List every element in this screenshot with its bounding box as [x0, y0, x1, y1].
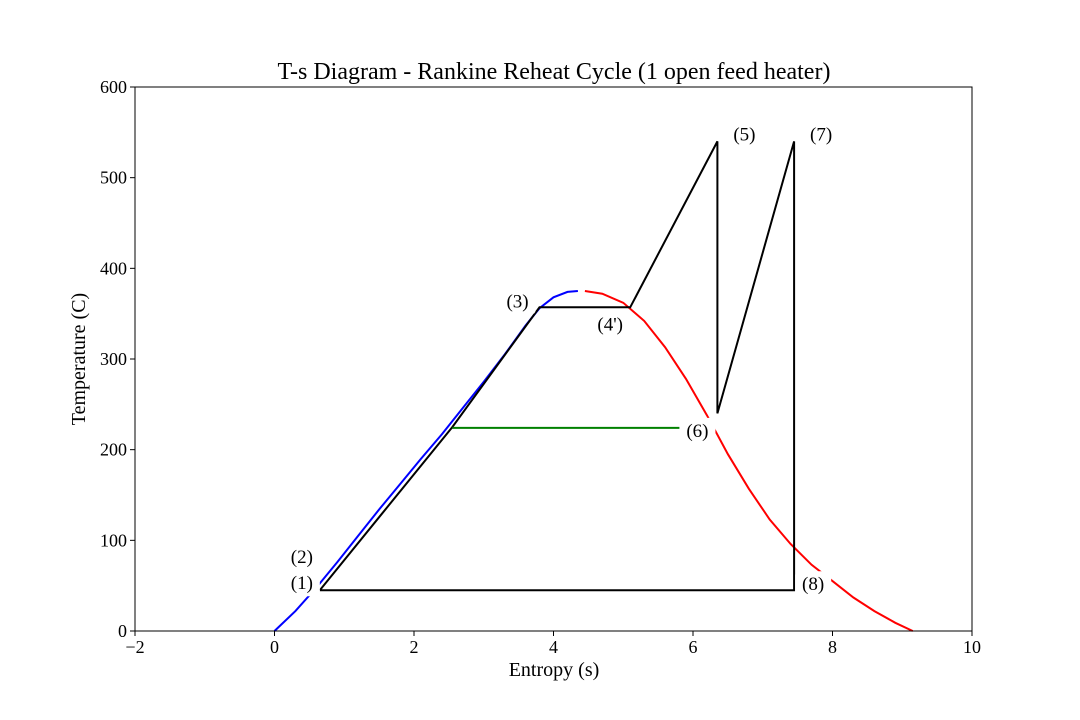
- point-label: (3): [506, 291, 528, 312]
- y-tick-label: 0: [118, 621, 127, 641]
- y-axis-label: Temperature (C): [68, 293, 90, 425]
- point-label-bg: [592, 311, 629, 338]
- y-tick-label: 400: [100, 258, 127, 278]
- point-label: (6): [686, 421, 708, 442]
- plot-frame: [134, 86, 973, 632]
- point-label-bg: [283, 570, 320, 597]
- x-tick-label: 4: [549, 637, 558, 657]
- series-line-sat-liquid: [273, 290, 578, 632]
- point-label: (4'): [597, 314, 623, 335]
- y-tick-label: 500: [100, 168, 127, 188]
- point-label: (1): [291, 573, 313, 594]
- point-label-bg: [679, 417, 716, 444]
- series-line-sat-vapor: [584, 290, 914, 632]
- point-label-bg: [803, 121, 840, 148]
- point-label-bg: [726, 121, 763, 148]
- y-tick-label: 100: [100, 530, 127, 550]
- point-label: (2): [291, 547, 313, 568]
- point-label-bg: [795, 571, 832, 598]
- x-tick-label: 10: [963, 637, 981, 657]
- x-tick-label: −2: [125, 637, 144, 657]
- y-tick-label: 600: [100, 77, 127, 97]
- x-tick-label: 0: [270, 637, 279, 657]
- x-axis-label: Entropy (s): [509, 659, 600, 681]
- chart-title: T-s Diagram - Rankine Reheat Cycle (1 op…: [278, 59, 831, 85]
- y-tick-label: 300: [100, 349, 127, 369]
- point-labels: (1) (2) (3) (4') (5) (6) (7) (8): [283, 121, 840, 598]
- plot-area: [273, 140, 914, 632]
- x-tick-label: 6: [689, 637, 698, 657]
- point-label: (7): [810, 124, 832, 145]
- point-label-bg: [283, 544, 320, 571]
- x-tick-label: 2: [410, 637, 419, 657]
- series-line-cycle: [319, 140, 796, 592]
- point-label: (5): [733, 124, 755, 145]
- point-label-bg: [499, 288, 536, 315]
- y-tick-label: 200: [100, 440, 127, 460]
- x-tick-label: 8: [828, 637, 837, 657]
- point-label: (8): [802, 574, 824, 595]
